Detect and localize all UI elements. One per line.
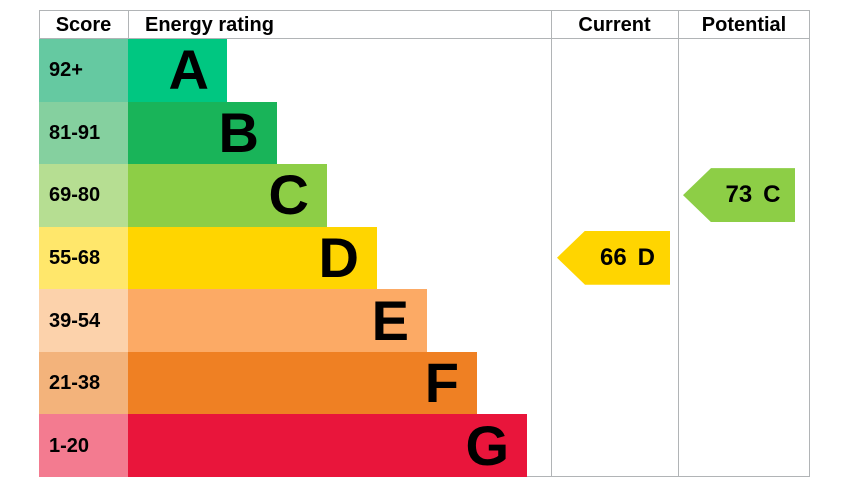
- current-column-header: Current: [551, 10, 678, 39]
- table-border-top: [39, 10, 810, 11]
- potential-column-header: Potential: [678, 10, 810, 39]
- score-header-label: Score: [55, 13, 112, 36]
- score-range-cell: 55-68: [39, 226, 128, 290]
- table-border-bottom: [527, 476, 810, 477]
- current-rating-band: D: [637, 243, 656, 271]
- table-border-left-header: [39, 10, 40, 39]
- band-bar-b: B: [128, 101, 277, 165]
- current-header-label: Current: [578, 13, 651, 36]
- potential-column-divider: [678, 10, 679, 477]
- score-range-cell: 1-20: [39, 414, 128, 477]
- band-bar-a: A: [128, 39, 227, 102]
- potential-header-label: Potential: [701, 13, 787, 36]
- score-range-cell: 81-91: [39, 101, 128, 165]
- score-column-divider: [128, 10, 129, 39]
- band-bar-g: G: [128, 414, 527, 477]
- energy-rating-header-label: Energy rating: [145, 13, 274, 36]
- score-range-cell: 21-38: [39, 351, 128, 415]
- header-bottom-border: [39, 38, 810, 39]
- potential-rating-band: C: [763, 181, 781, 209]
- score-range-cell: 39-54: [39, 289, 128, 352]
- band-bar-c: C: [128, 164, 327, 227]
- current-column-divider: [551, 10, 552, 477]
- table-border-right: [809, 10, 810, 477]
- score-range-cell: 92+: [39, 39, 128, 102]
- potential-rating-arrow: 73 C: [683, 168, 795, 223]
- band-bar-d: D: [128, 226, 377, 290]
- current-rating-value: 66: [599, 243, 627, 271]
- current-rating-arrow: 66 D: [557, 230, 670, 285]
- band-row-a: 92+ A: [39, 39, 810, 102]
- potential-rating-value: 73: [725, 181, 753, 209]
- band-row-e: 39-54 E: [39, 289, 810, 352]
- band-row-d: 55-68 D: [39, 226, 810, 290]
- band-row-b: 81-91 B: [39, 101, 810, 165]
- score-range-cell: 69-80: [39, 164, 128, 227]
- band-row-f: 21-38 F: [39, 351, 810, 415]
- band-row-g: 1-20 G: [39, 414, 810, 477]
- band-bar-f: F: [128, 351, 477, 415]
- score-column-header: Score: [39, 10, 128, 39]
- energy-rating-column-header: Energy rating: [145, 10, 551, 39]
- band-bar-e: E: [128, 289, 427, 352]
- band-rows: 92+ A 81-91 B 69-80 C 55-68 D 39-54 E 21-38 F 1-20 G: [39, 39, 810, 477]
- band-row-c: 69-80 C: [39, 164, 810, 227]
